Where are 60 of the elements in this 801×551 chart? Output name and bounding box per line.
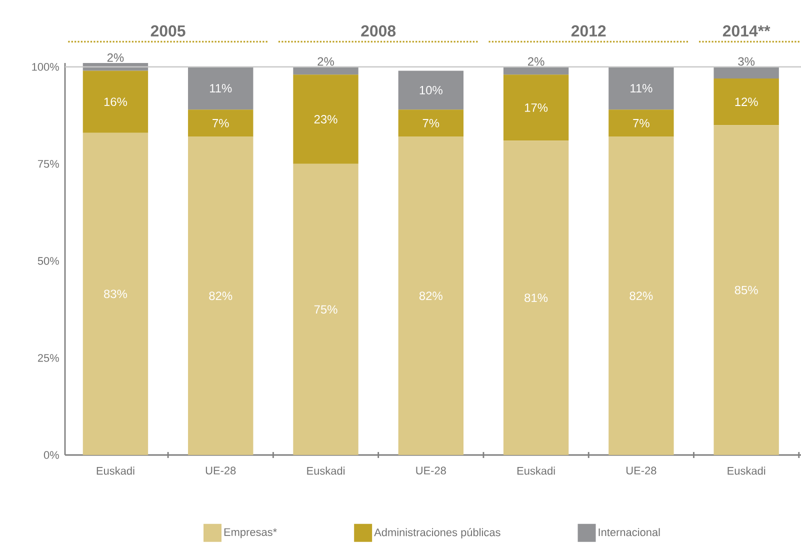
data-label: 7% <box>422 118 440 128</box>
bar <box>714 125 779 455</box>
data-label: 82% <box>209 292 232 300</box>
data-label: 11% <box>630 84 652 92</box>
bar <box>188 66 254 110</box>
y-tick-label: 75% <box>38 160 59 168</box>
y-tick-label: 100% <box>32 63 59 71</box>
x-tick-label: UE-28 <box>206 466 236 474</box>
bar <box>398 70 464 110</box>
data-label: 16% <box>104 98 127 106</box>
data-label: 7% <box>633 118 650 128</box>
text: 2012 <box>571 25 606 37</box>
text: 2008 <box>361 25 396 37</box>
bar <box>503 66 569 75</box>
data-label: 10% <box>420 86 442 94</box>
data-label: 12% <box>735 98 758 106</box>
data-label: 82% <box>419 292 442 300</box>
bar <box>503 140 569 455</box>
legend-label: Internacional <box>598 528 660 536</box>
x-tick-label: Euskadi <box>728 466 766 475</box>
bar <box>398 110 464 137</box>
data-label: 17% <box>524 103 548 112</box>
data-label: 7% <box>212 118 229 128</box>
bar <box>188 110 254 137</box>
data-label: 2% <box>107 53 124 62</box>
data-label: 3% <box>738 57 755 66</box>
bar <box>714 66 779 79</box>
data-label: 85% <box>734 286 758 294</box>
bar <box>188 136 254 455</box>
bar <box>398 136 464 455</box>
data-label: 82% <box>630 292 653 300</box>
bar <box>293 164 358 455</box>
bar <box>293 66 358 75</box>
bar <box>503 74 569 141</box>
data-label: 11% <box>210 84 232 92</box>
legend-label: Empresas* <box>224 528 277 538</box>
x-tick-label: Euskadi <box>307 466 345 475</box>
data-label: 2% <box>528 57 544 66</box>
bar <box>608 110 674 137</box>
y-tick-label: 0% <box>44 451 59 459</box>
x-tick-label: Euskadi <box>96 466 134 475</box>
y-tick-label: 50% <box>38 257 59 265</box>
x-tick-label: Euskadi <box>517 466 555 475</box>
legend-label: Administraciones públicas <box>374 528 500 538</box>
text: 2014** <box>722 25 770 37</box>
y-tick-label: 25% <box>38 354 59 362</box>
bar <box>608 136 674 455</box>
data-label: 23% <box>314 115 338 124</box>
bar <box>714 78 779 126</box>
text: 2005 <box>150 25 186 37</box>
data-label: 75% <box>314 305 338 314</box>
bar <box>82 132 148 455</box>
data-label: 2% <box>318 57 334 66</box>
x-tick-label: UE-28 <box>416 466 446 474</box>
bar <box>82 70 148 133</box>
x-tick-label: UE-28 <box>626 466 656 474</box>
data-label: 81% <box>524 294 548 302</box>
bar <box>293 74 358 164</box>
data-label: 83% <box>104 290 127 298</box>
bar <box>608 66 674 110</box>
